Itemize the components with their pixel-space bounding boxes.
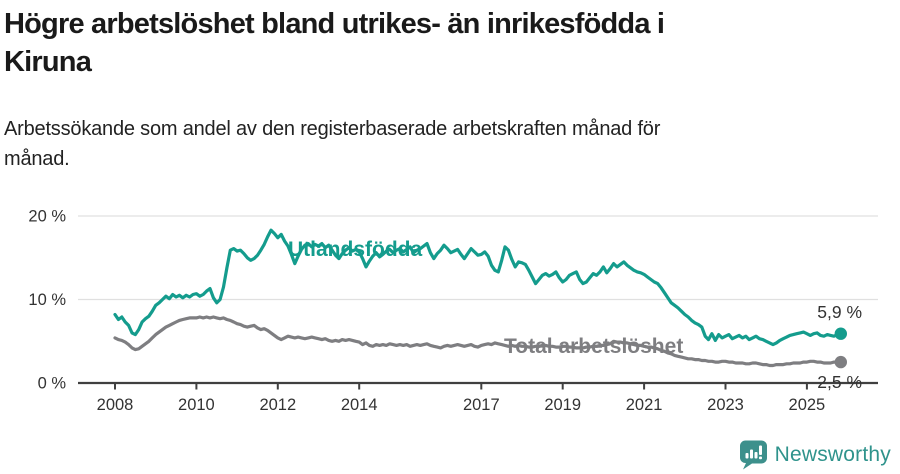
x-tick-label-2023: 2023 [707, 396, 744, 414]
y-axis-labels: 0 % 10 % 20 % [28, 208, 66, 393]
exclamation-dot [758, 456, 762, 460]
x-tick-label-2014: 2014 [341, 396, 378, 414]
chart-title: Högre arbetslöshet bland utrikes- än inr… [4, 5, 884, 81]
y-tick-label-10: 10 % [28, 291, 66, 309]
x-tick-label-2012: 2012 [259, 396, 296, 414]
x-tick-label-2010: 2010 [178, 396, 215, 414]
x-tick-label-2021: 2021 [626, 396, 663, 414]
x-tick-label-2008: 2008 [97, 396, 134, 414]
x-axis-ticks [114, 383, 808, 390]
chart-subtitle-line-2: månad. [4, 148, 70, 170]
series-label-utlandsfodda: Utlandsfödda [288, 238, 422, 261]
series-line-total [113, 315, 843, 368]
exclamation-bar [758, 445, 762, 455]
chart-subtitle: Arbetssökande som andel av den registerb… [4, 114, 844, 174]
series-label-total: Total arbetslöshet [504, 335, 683, 358]
x-tick-label-2017: 2017 [463, 396, 500, 414]
y-tick-label-20: 20 % [28, 208, 66, 226]
newsworthy-logo-icon [739, 440, 767, 470]
chart-title-line-2: Kiruna [4, 46, 92, 78]
y-tick-label-0: 0 % [38, 375, 67, 393]
end-value-label-total: 2,5 % [817, 372, 862, 392]
line-chart: 0 % 10 % 20 % 2008 2010 2012 2014 2017 2019 2021… [28, 208, 878, 414]
brand-footer: Newsworthy [739, 440, 891, 470]
series-line-utlandsfodda [113, 228, 843, 347]
end-value-label-utlandsfodda: 5,9 % [817, 302, 862, 322]
brand-name: Newsworthy [774, 443, 891, 466]
bar-chart-glyph [745, 445, 762, 460]
series-endpoint-total [834, 355, 847, 369]
chart-title-line-1: Högre arbetslöshet bland utrikes- än inr… [4, 8, 665, 40]
x-axis-labels: 2008 2010 2012 2014 2017 2019 2021 2023 2025 [97, 396, 826, 414]
series-endpoint-utlandsfodda [834, 327, 847, 340]
speech-bubble-shape [739, 440, 767, 470]
chart-subtitle-line-1: Arbetssökande som andel av den registerb… [4, 118, 661, 140]
x-tick-label-2019: 2019 [544, 396, 581, 414]
gridlines [78, 215, 878, 301]
x-tick-label-2025: 2025 [789, 396, 826, 414]
